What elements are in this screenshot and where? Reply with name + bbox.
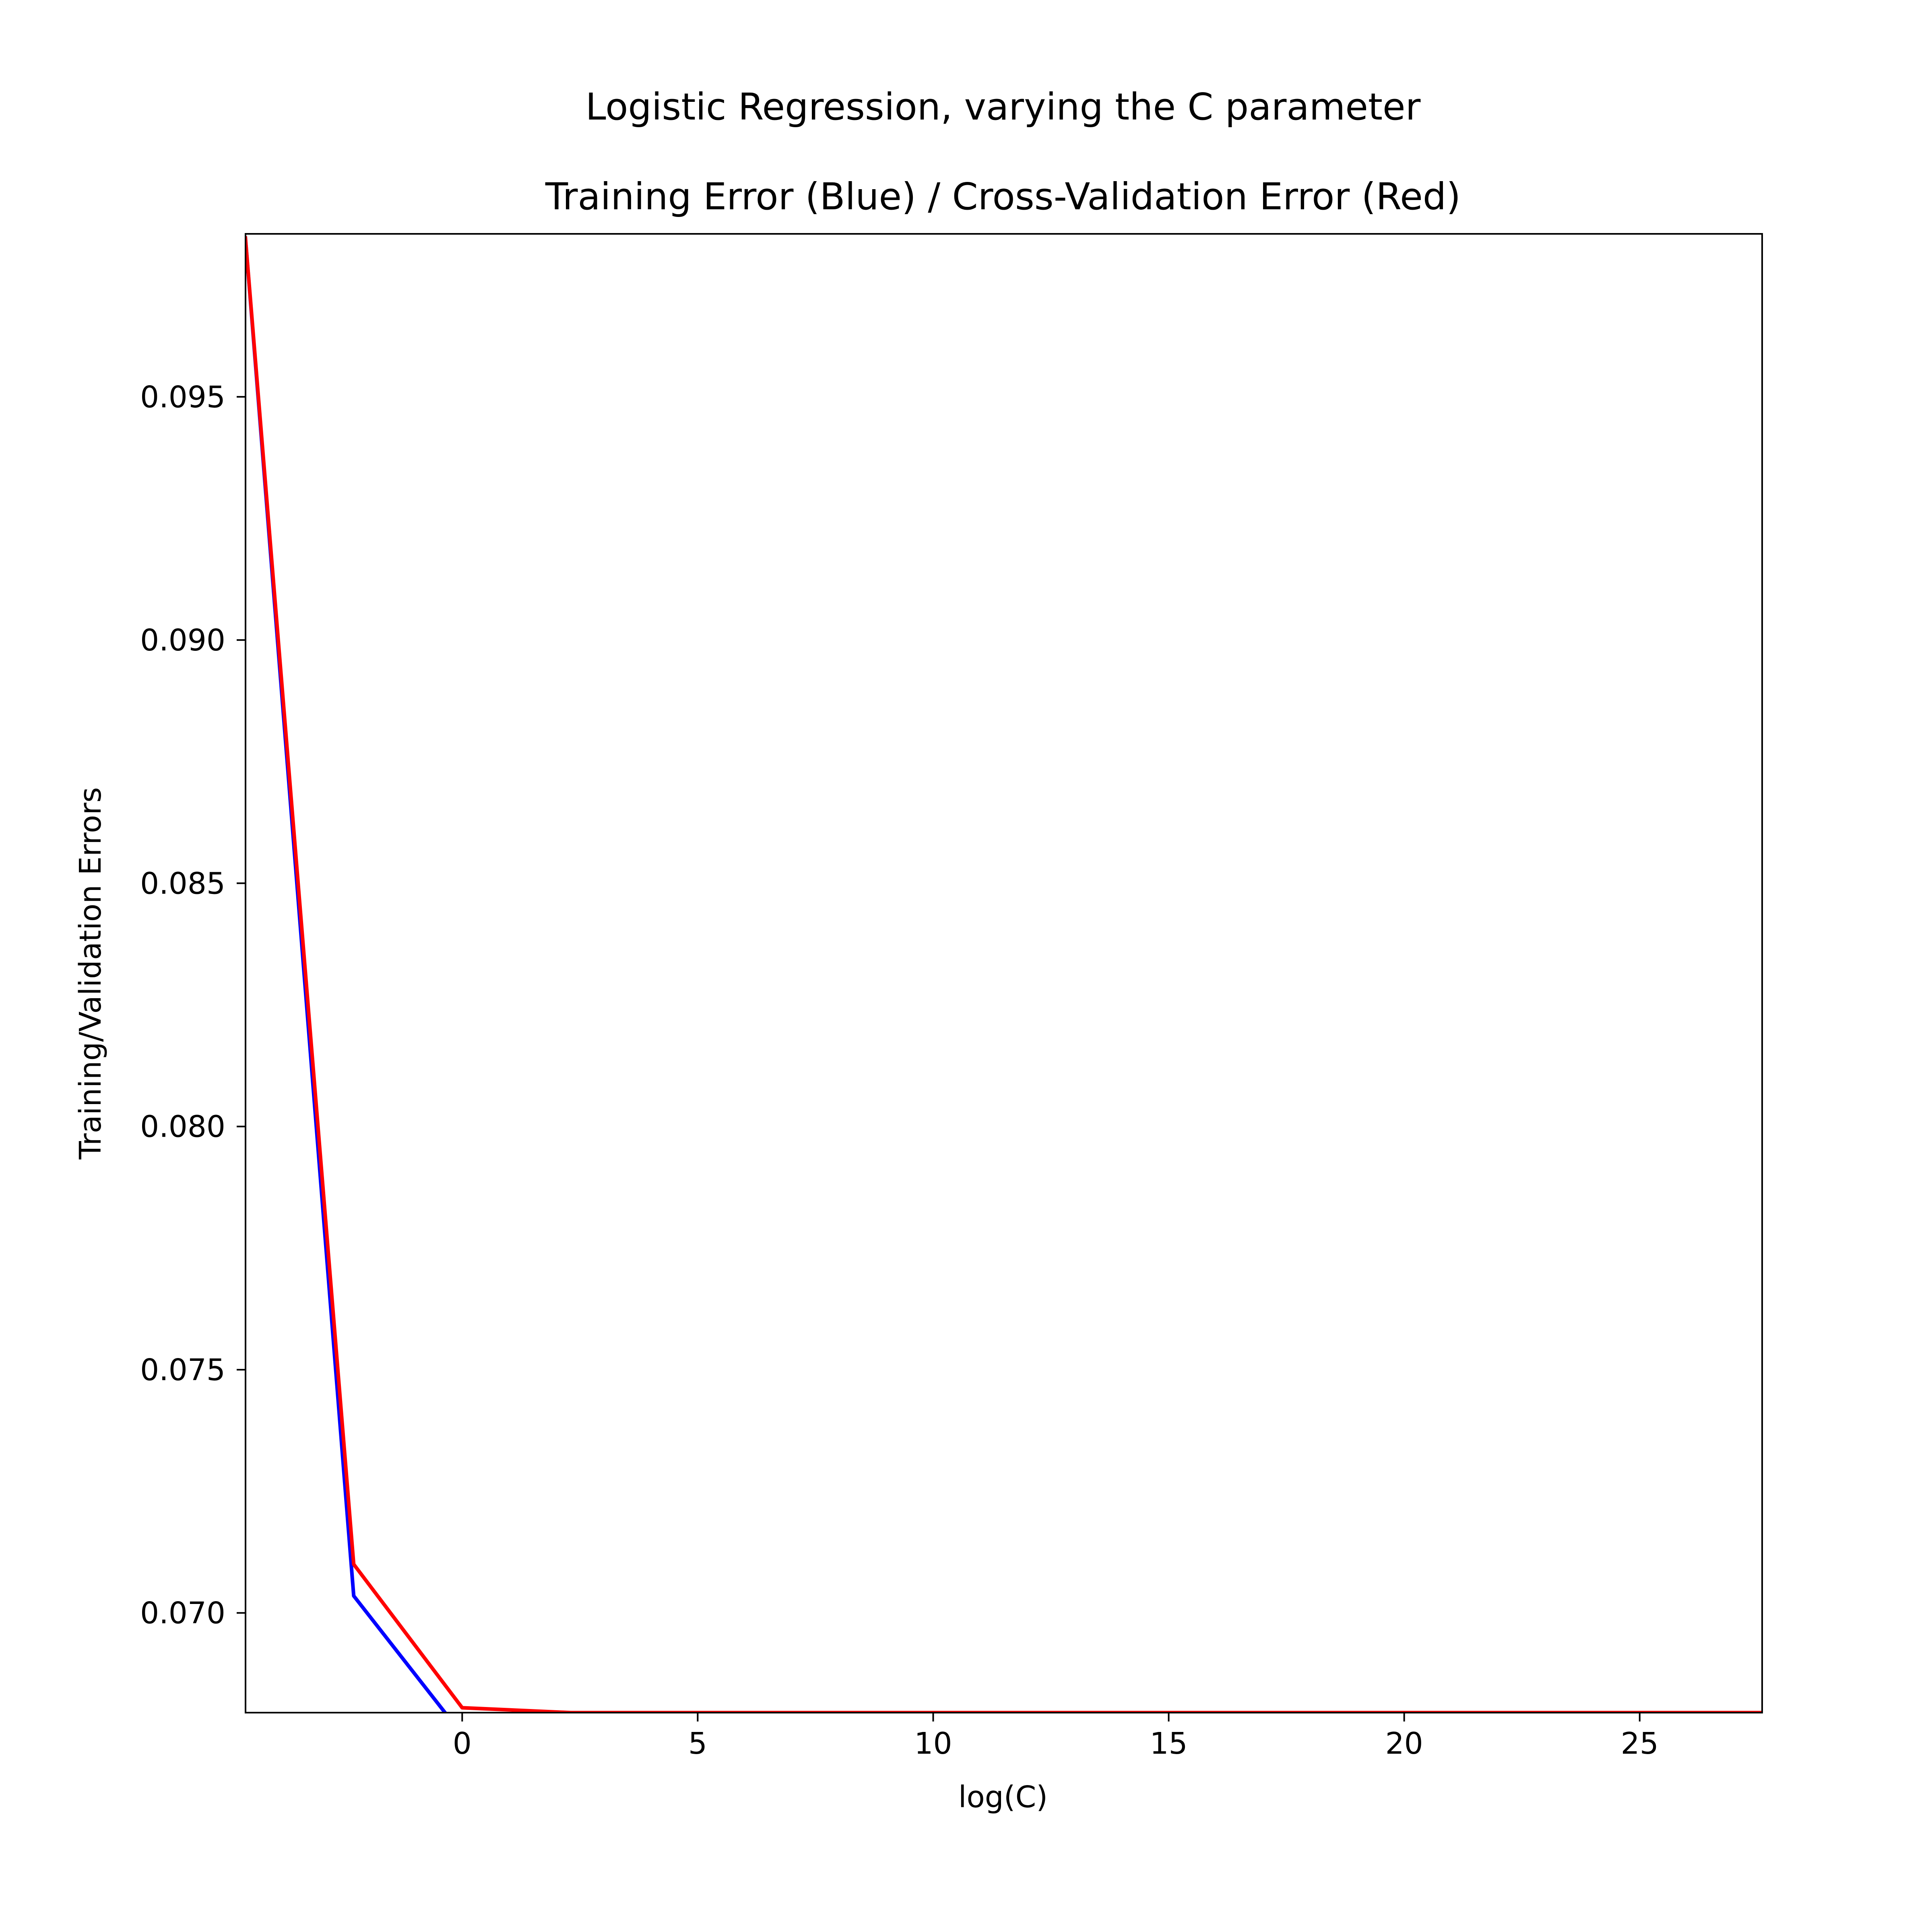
y-tick-label: 0.075: [140, 1353, 225, 1387]
x-axis: 0 5 10 15 20 25: [453, 1713, 1659, 1761]
x-tick-label: 20: [1385, 1726, 1423, 1761]
y-tick-label: 0.095: [140, 380, 225, 415]
y-tick-label: 0.080: [140, 1110, 225, 1144]
x-tick-label: 15: [1150, 1726, 1187, 1761]
x-axis-label: log(C): [958, 1780, 1048, 1814]
x-tick-label: 5: [688, 1726, 707, 1761]
x-tick-label: 25: [1621, 1726, 1659, 1761]
series-layer: [246, 236, 1762, 1713]
y-tick-label: 0.070: [140, 1596, 225, 1631]
chart-title: Training Error (Blue) / Cross-Validation…: [545, 175, 1461, 218]
y-tick-label: 0.090: [140, 623, 225, 658]
plot-frame: [245, 233, 1763, 1713]
x-tick-label: 0: [453, 1726, 472, 1761]
y-axis-label: Training/Validation Errors: [73, 787, 108, 1160]
y-tick-label: 0.085: [140, 866, 225, 901]
x-tick-label: 10: [914, 1726, 952, 1761]
chart-suptitle: Logistic Regression, varying the C param…: [586, 85, 1421, 128]
series-line-1: [246, 236, 1762, 1713]
y-axis: 0.070 0.075 0.080 0.085 0.090 0.095: [140, 380, 246, 1631]
